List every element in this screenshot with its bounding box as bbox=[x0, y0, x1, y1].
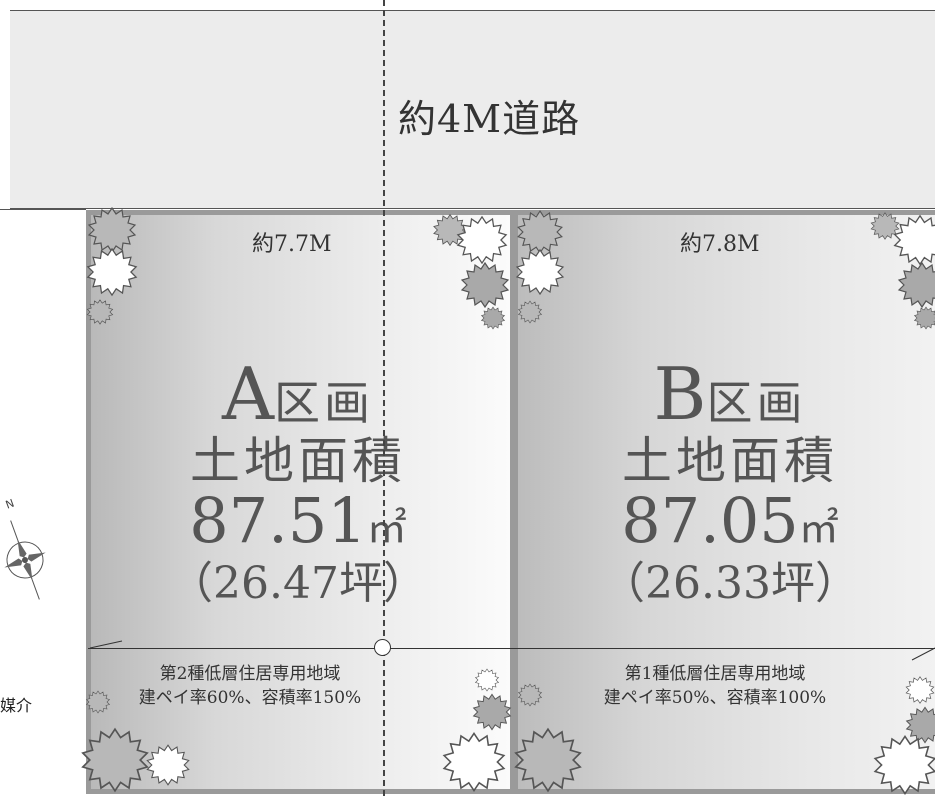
boundary-line bbox=[0, 209, 86, 210]
survey-horizontal-line bbox=[88, 648, 935, 649]
tree-icon bbox=[905, 676, 935, 704]
lot-a bbox=[86, 210, 515, 794]
lot-a-zoning: 第2種低層住居専用地域 建ペイ率60%、容積率150% bbox=[110, 662, 390, 710]
arrow-right bbox=[911, 647, 935, 661]
tree-icon bbox=[81, 728, 149, 792]
tree-icon bbox=[146, 744, 190, 786]
lot-b-frontage: 約7.8M bbox=[680, 232, 760, 257]
lot-a-zoning-type: 第2種低層住居専用地域 bbox=[159, 664, 341, 684]
tree-icon bbox=[514, 728, 582, 792]
lot-b-info: B区画 土地面積 87.05㎡ （26.33坪） bbox=[582, 358, 878, 606]
tree-icon bbox=[517, 210, 563, 254]
tree-icon bbox=[518, 683, 542, 707]
lot-b bbox=[513, 210, 935, 794]
lot-b-area-value: 87.05㎡ bbox=[621, 484, 839, 557]
lot-a-zoning-ratios: 建ペイ率60%、容積率150% bbox=[138, 688, 362, 708]
arrow-left bbox=[89, 640, 123, 649]
compass-north-label: N bbox=[4, 497, 16, 512]
tree-icon bbox=[473, 693, 511, 731]
tree-icon bbox=[914, 306, 935, 330]
tree-icon bbox=[461, 262, 509, 308]
tree-icon bbox=[443, 732, 505, 792]
road-area bbox=[10, 10, 935, 209]
lot-b-area-tsubo: （26.33坪） bbox=[601, 558, 859, 609]
lot-b-zoning-ratios: 建ペイ率50%、容積率100% bbox=[603, 688, 827, 708]
tree-icon bbox=[906, 706, 935, 744]
lot-b-zoning: 第1種低層住居専用地域 建ペイ率50%、容積率100% bbox=[565, 662, 865, 710]
tree-icon bbox=[88, 207, 136, 253]
survey-marker bbox=[374, 639, 391, 656]
side-text: 媒介 bbox=[0, 696, 33, 715]
tree-icon bbox=[518, 300, 542, 324]
lot-a-area-title: 土地面積 bbox=[190, 432, 406, 490]
tree-icon bbox=[475, 668, 499, 692]
tree-icon bbox=[86, 690, 110, 714]
lot-b-area-title: 土地面積 bbox=[622, 432, 838, 490]
tree-icon bbox=[457, 216, 507, 264]
lot-b-zoning-type: 第1種低層住居専用地域 bbox=[624, 664, 806, 684]
lot-a-frontage: 約7.7M bbox=[252, 232, 332, 257]
tree-icon bbox=[894, 215, 935, 265]
lot-b-name: B区画 bbox=[653, 352, 807, 436]
tree-icon bbox=[874, 735, 935, 795]
lot-a-name: A区画 bbox=[222, 352, 374, 436]
lot-a-area-value: 87.51㎡ bbox=[189, 484, 407, 557]
road-label: 約4M道路 bbox=[398, 97, 581, 141]
tree-icon bbox=[87, 299, 113, 325]
compass-rose-icon bbox=[4, 520, 46, 600]
tree-icon bbox=[433, 214, 467, 246]
tree-icon bbox=[898, 262, 935, 308]
tree-icon bbox=[516, 249, 564, 295]
tree-icon bbox=[481, 306, 505, 330]
survey-dashed-line bbox=[383, 0, 385, 796]
tree-icon bbox=[87, 248, 137, 296]
